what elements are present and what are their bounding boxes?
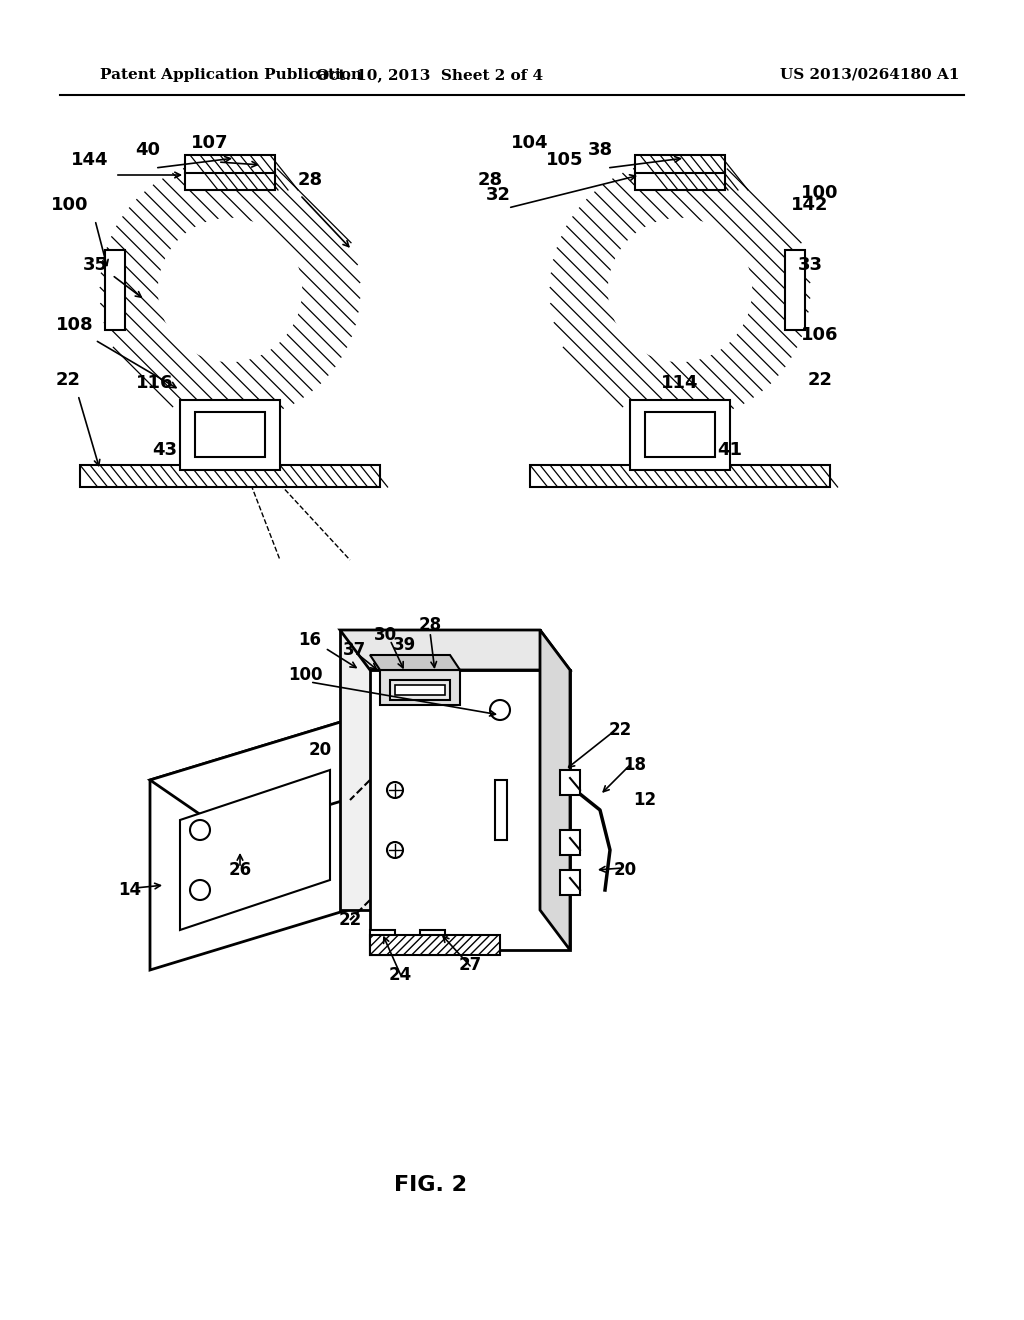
Circle shape: [159, 219, 301, 362]
Polygon shape: [150, 710, 460, 836]
Bar: [495, 780, 507, 840]
Text: 22: 22: [808, 371, 833, 389]
Text: 144: 144: [72, 150, 109, 169]
Polygon shape: [540, 630, 570, 950]
Text: 100: 100: [801, 183, 839, 202]
Polygon shape: [370, 655, 460, 671]
Text: 28: 28: [297, 172, 323, 189]
Circle shape: [100, 160, 360, 420]
Circle shape: [190, 880, 210, 900]
Text: 20: 20: [613, 861, 637, 879]
Bar: [560, 830, 580, 855]
Text: 142: 142: [792, 195, 828, 214]
Circle shape: [550, 160, 810, 420]
Text: 104: 104: [511, 135, 549, 152]
Text: 105: 105: [546, 150, 584, 169]
Text: 107: 107: [191, 135, 228, 152]
Polygon shape: [370, 935, 500, 954]
Bar: [785, 249, 805, 330]
Circle shape: [608, 219, 752, 362]
Text: 100: 100: [288, 667, 323, 684]
Text: 106: 106: [801, 326, 839, 345]
Text: 22: 22: [338, 911, 361, 929]
Text: 27: 27: [459, 956, 481, 974]
Polygon shape: [390, 680, 450, 700]
Bar: [420, 931, 445, 954]
Text: 41: 41: [718, 441, 742, 459]
Bar: [185, 154, 275, 190]
Polygon shape: [180, 770, 330, 931]
Polygon shape: [340, 630, 570, 671]
Bar: [560, 870, 580, 895]
Text: FIG. 2: FIG. 2: [393, 1175, 467, 1195]
Text: 30: 30: [374, 626, 396, 644]
Bar: [80, 465, 380, 487]
Polygon shape: [380, 671, 460, 705]
Text: Patent Application Publication: Patent Application Publication: [100, 69, 362, 82]
Text: 37: 37: [343, 642, 367, 659]
Text: 108: 108: [56, 315, 94, 334]
Text: Oct. 10, 2013  Sheet 2 of 4: Oct. 10, 2013 Sheet 2 of 4: [316, 69, 544, 82]
Text: 40: 40: [135, 141, 161, 158]
Text: 24: 24: [388, 966, 412, 983]
Bar: [630, 400, 730, 470]
Bar: [560, 770, 580, 795]
Bar: [180, 400, 280, 470]
Polygon shape: [395, 685, 445, 696]
Text: 22: 22: [608, 721, 632, 739]
Text: 28: 28: [419, 616, 441, 634]
Bar: [105, 249, 125, 330]
Bar: [370, 931, 395, 954]
Bar: [645, 412, 715, 457]
Text: 35: 35: [83, 256, 108, 275]
Circle shape: [490, 700, 510, 719]
Text: 33: 33: [798, 256, 822, 275]
Bar: [530, 465, 830, 487]
Text: 100: 100: [51, 195, 89, 214]
Circle shape: [190, 820, 210, 840]
Text: US 2013/0264180 A1: US 2013/0264180 A1: [780, 69, 959, 82]
Polygon shape: [150, 710, 380, 970]
Text: 26: 26: [228, 861, 252, 879]
Text: 18: 18: [624, 756, 646, 774]
Text: 43: 43: [153, 441, 177, 459]
Bar: [195, 412, 265, 457]
Text: 39: 39: [393, 636, 417, 653]
Text: 116: 116: [136, 374, 174, 392]
Text: 38: 38: [588, 141, 612, 158]
Polygon shape: [340, 630, 540, 909]
Circle shape: [387, 781, 403, 799]
Text: 14: 14: [119, 880, 141, 899]
Text: 20: 20: [308, 741, 332, 759]
Text: 12: 12: [634, 791, 656, 809]
Polygon shape: [370, 671, 570, 950]
Bar: [635, 154, 725, 190]
Text: 28: 28: [477, 172, 503, 189]
Circle shape: [387, 842, 403, 858]
Text: 32: 32: [485, 186, 511, 205]
Text: 22: 22: [55, 371, 81, 389]
Text: 114: 114: [662, 374, 698, 392]
Text: 16: 16: [299, 631, 322, 649]
